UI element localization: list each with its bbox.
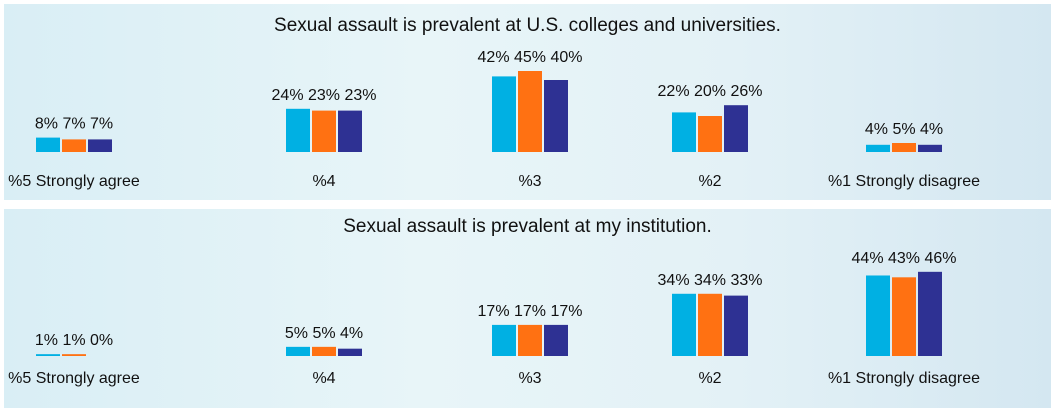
bar-5-series-1 <box>866 144 890 152</box>
bar-4-series-2 <box>698 293 722 356</box>
value-label: 22% <box>658 83 694 100</box>
bar-4-series-2 <box>698 116 722 152</box>
category-label: %3 <box>518 370 541 387</box>
value-label: 17% <box>514 303 550 320</box>
bar-chart-us-colleges: 8% 7% 7% %5 Strongly agree 24% 23% 23% %4 42… <box>8 49 980 190</box>
category-label: %1 Strongly disagree <box>828 370 980 387</box>
bar-2-series-1 <box>286 108 310 152</box>
bar-4-series-1 <box>672 293 696 356</box>
bar-2-series-2 <box>312 110 336 152</box>
bar-2-series-1 <box>286 346 310 356</box>
value-label: 4% <box>340 325 363 342</box>
bar-5-series-2 <box>892 143 916 152</box>
bar-5-series-3 <box>918 271 942 356</box>
chart-title: Sexual assault is prevalent at U.S. coll… <box>274 15 781 36</box>
bar-3-series-2 <box>518 71 542 152</box>
category-label: %1 Strongly disagree <box>828 173 980 190</box>
value-label: 1% <box>35 332 63 349</box>
bar-5-series-1 <box>866 275 890 356</box>
value-label: 5% <box>892 121 920 138</box>
chart-panel-us-colleges: Sexual assault is prevalent at U.S. coll… <box>4 4 1051 200</box>
bar-1-series-2 <box>62 354 86 356</box>
value-labels-3: 17% 17% 17% <box>478 303 583 320</box>
value-label: 42% <box>478 49 514 66</box>
value-labels-1: 1% 1% 0% <box>35 332 113 349</box>
chart-panel-my-institution: Sexual assault is prevalent at my instit… <box>4 209 1051 408</box>
value-labels-4: 34% 34% 33% <box>658 272 763 289</box>
value-label: 46% <box>924 250 956 267</box>
category-label: %2 <box>698 173 721 190</box>
category-label: %4 <box>312 370 335 387</box>
value-label: 43% <box>888 250 924 267</box>
bar-1-series-2 <box>62 139 86 152</box>
value-labels-2: 24% 23% 23% <box>272 87 377 104</box>
value-label: 17% <box>478 303 514 320</box>
value-label: 7% <box>62 116 90 133</box>
bar-3-series-2 <box>518 324 542 356</box>
bar-1-series-1 <box>36 354 60 356</box>
bar-3-series-1 <box>492 76 516 152</box>
bar-2-series-3 <box>338 110 362 152</box>
chart-title: Sexual assault is prevalent at my instit… <box>343 216 712 237</box>
bar-3-series-1 <box>492 324 516 356</box>
bar-3-series-3 <box>544 324 568 356</box>
value-label: 40% <box>550 49 582 66</box>
value-label: 1% <box>62 332 90 349</box>
bar-4-series-3 <box>724 295 748 356</box>
bar-5-series-3 <box>918 144 942 152</box>
value-label: 34% <box>694 272 730 289</box>
bar-1-series-1 <box>36 137 60 152</box>
value-labels-4: 22% 20% 26% <box>658 83 763 100</box>
bar-3-series-3 <box>544 80 568 152</box>
value-label: 23% <box>344 87 376 104</box>
value-label: 45% <box>514 49 550 66</box>
value-label: 26% <box>730 83 762 100</box>
value-label: 23% <box>308 87 344 104</box>
value-label: 44% <box>852 250 888 267</box>
category-label: %5 Strongly agree <box>8 370 140 387</box>
value-label: 20% <box>694 83 730 100</box>
bar-4-series-1 <box>672 112 696 152</box>
value-label: 33% <box>730 272 762 289</box>
value-label: 24% <box>272 87 308 104</box>
category-label: %5 Strongly agree <box>8 173 140 190</box>
bar-2-series-2 <box>312 346 336 356</box>
value-labels-5: 44% 43% 46% <box>852 250 957 267</box>
value-label: 34% <box>658 272 694 289</box>
value-label: 4% <box>920 121 943 138</box>
value-labels-5: 4% 5% 4% <box>865 121 943 138</box>
value-label: 0% <box>90 332 113 349</box>
bar-4-series-3 <box>724 105 748 152</box>
value-label: 4% <box>865 121 893 138</box>
bar-1-series-3 <box>88 139 112 152</box>
value-label: 5% <box>285 325 313 342</box>
category-label: %4 <box>312 173 335 190</box>
value-labels-1: 8% 7% 7% <box>35 116 113 133</box>
value-label: 8% <box>35 116 63 133</box>
value-label: 5% <box>312 325 340 342</box>
category-label: %2 <box>698 370 721 387</box>
bar-2-series-3 <box>338 348 362 356</box>
bar-5-series-2 <box>892 277 916 356</box>
category-label: %3 <box>518 173 541 190</box>
bar-chart-my-institution: 1% 1% 0% %5 Strongly agree 5% 5% 4% %4 17% 1… <box>8 250 980 387</box>
value-label: 17% <box>550 303 582 320</box>
value-label: 7% <box>90 116 113 133</box>
value-labels-3: 42% 45% 40% <box>478 49 583 66</box>
value-labels-2: 5% 5% 4% <box>285 325 363 342</box>
